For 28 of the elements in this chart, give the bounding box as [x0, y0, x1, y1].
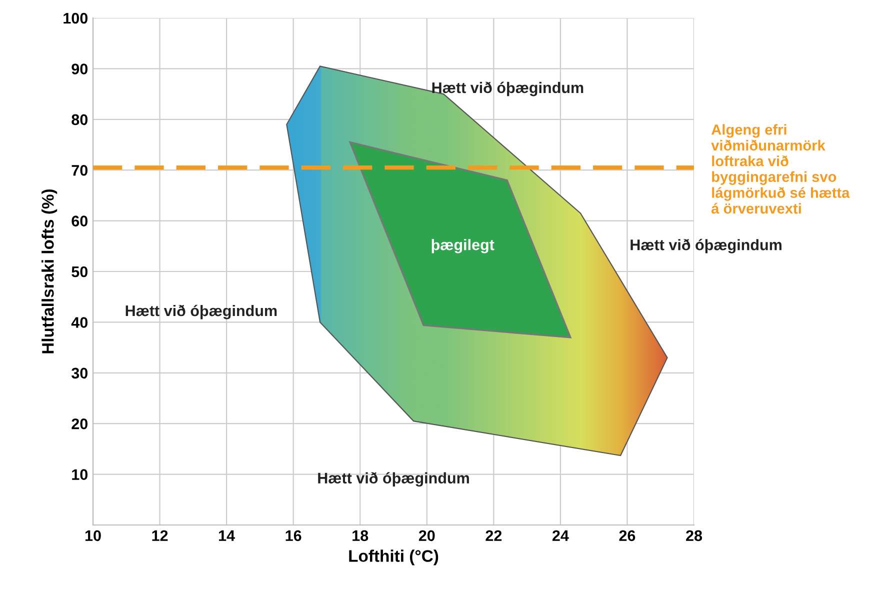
x-tick-label: 20	[418, 530, 435, 542]
x-tick-label: 18	[352, 530, 368, 542]
x-tick-label: 22	[486, 530, 502, 541]
annotation: Hætt við óþægindum	[318, 472, 469, 487]
x-tick-label: 12	[152, 530, 168, 541]
y-tick-label: 70	[72, 164, 88, 176]
annotation: Hætt við óþægindum	[126, 304, 277, 320]
x-tick-label: 24	[552, 530, 569, 541]
y-tick-label: 40	[71, 317, 88, 328]
y-tick-label: 80	[72, 114, 88, 126]
x-tick-label: 16	[286, 530, 302, 542]
annotation: þægilegt	[432, 238, 494, 254]
ref-line-label: Algeng efri viðmiðunarmörk loftraka við byggingarefni svo lágmörkuð sé hætta á örveruvexti	[711, 124, 850, 214]
x-tick-label: 14	[219, 530, 235, 541]
annotation: Hætt við óþægindum	[630, 238, 782, 254]
y-axis-title: Hlutfallsraki lofts (%)	[42, 189, 58, 354]
x-tick-label: 10	[85, 530, 101, 542]
y-tick-label: 100	[64, 12, 88, 24]
y-tick-label: 30	[72, 368, 88, 379]
y-tick-label: 20	[72, 418, 88, 430]
annotation: Hætt við óþægindum	[432, 82, 584, 96]
x-tick-label: 28	[686, 530, 702, 542]
y-tick-label: 50	[72, 266, 88, 278]
y-tick-label: 60	[72, 216, 88, 226]
x-axis-title: Lofthiti (°C)	[349, 550, 438, 566]
x-tick-label: 26	[619, 530, 636, 542]
y-tick-label: 10	[72, 469, 88, 480]
y-tick-label: 90	[72, 64, 88, 74]
